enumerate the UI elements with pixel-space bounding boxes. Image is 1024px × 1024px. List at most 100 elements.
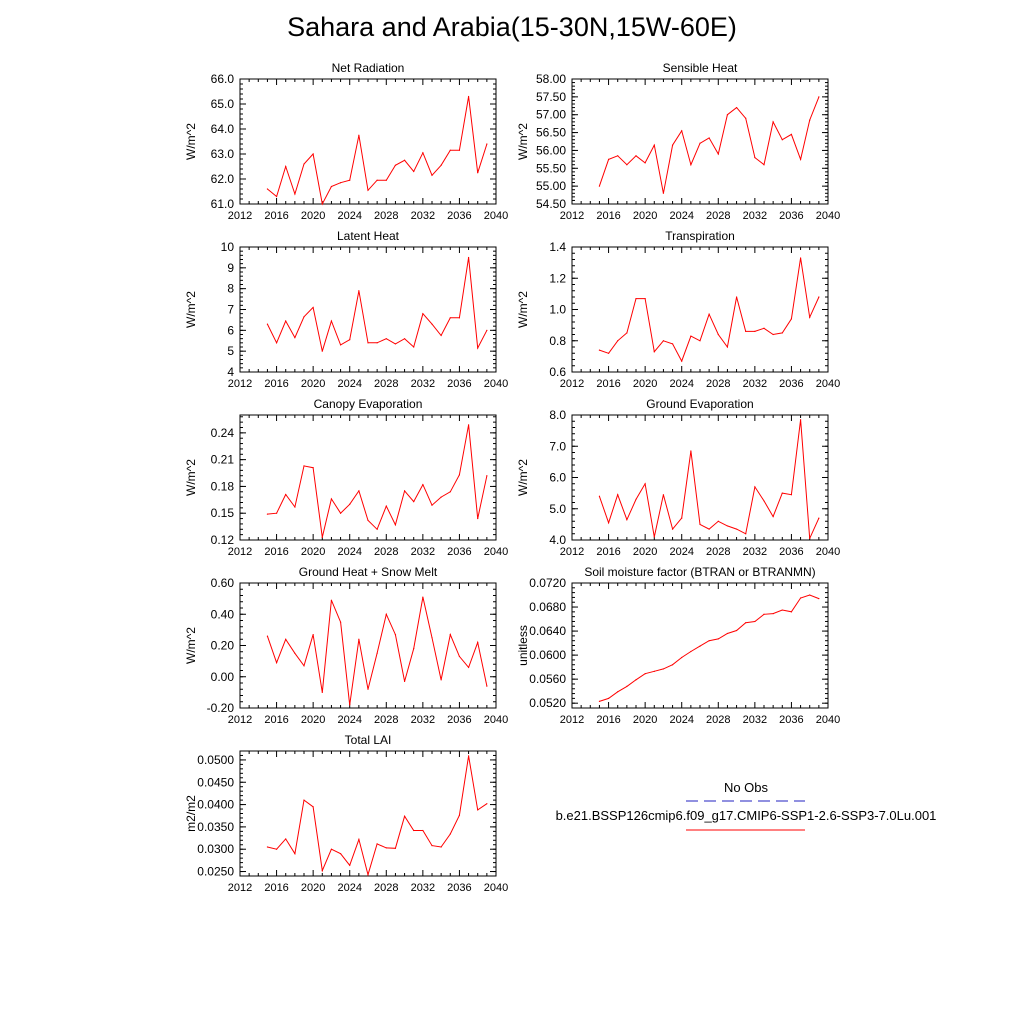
data-point bbox=[635, 498, 637, 500]
data-point bbox=[617, 155, 619, 157]
data-point bbox=[266, 513, 269, 515]
x-tick-label: 2036 bbox=[779, 210, 803, 222]
data-point bbox=[726, 632, 729, 635]
data-point bbox=[431, 637, 433, 639]
y-axis-label: W/m^2 bbox=[184, 291, 198, 328]
x-tick-label: 2032 bbox=[743, 546, 767, 558]
data-point bbox=[653, 670, 655, 672]
data-point bbox=[285, 165, 287, 168]
data-point bbox=[385, 179, 387, 181]
data-point bbox=[653, 144, 655, 146]
data-point bbox=[607, 352, 610, 354]
data-point bbox=[294, 853, 296, 855]
x-tick-label: 2016 bbox=[264, 378, 288, 390]
data-point bbox=[367, 874, 369, 876]
y-axis-label: W/m^2 bbox=[516, 291, 530, 328]
y-tick-label: 1.4 bbox=[549, 240, 566, 254]
data-point bbox=[449, 491, 451, 493]
data-point bbox=[699, 142, 701, 144]
y-tick-label: 0.24 bbox=[211, 426, 235, 440]
data-point bbox=[708, 640, 710, 642]
panel-title: Ground Evaporation bbox=[646, 397, 753, 411]
data-point bbox=[477, 641, 479, 643]
page-title: Sahara and Arabia(15-30N,15W-60E) bbox=[287, 12, 737, 42]
data-point bbox=[367, 519, 369, 521]
data-point bbox=[717, 153, 719, 155]
x-tick-label: 2040 bbox=[484, 546, 508, 558]
data-point bbox=[422, 313, 424, 315]
panel-title: Sensible Heat bbox=[663, 61, 738, 75]
data-point bbox=[772, 515, 774, 518]
x-tick-label: 2028 bbox=[374, 546, 398, 558]
y-tick-label: 0.0720 bbox=[529, 576, 566, 590]
data-point bbox=[321, 203, 323, 205]
y-tick-label: 0.0680 bbox=[529, 600, 566, 614]
x-tick-label: 2024 bbox=[669, 378, 693, 390]
y-tick-label: 4 bbox=[227, 365, 234, 379]
x-tick-label: 2016 bbox=[264, 882, 288, 894]
x-tick-label: 2040 bbox=[816, 378, 840, 390]
data-point bbox=[385, 338, 387, 340]
x-tick-label: 2036 bbox=[779, 714, 803, 726]
y-tick-label: 57.50 bbox=[536, 90, 566, 104]
data-point bbox=[799, 257, 802, 259]
data-point bbox=[486, 143, 488, 145]
panel-title: Total LAI bbox=[345, 733, 392, 747]
data-point bbox=[321, 536, 323, 538]
x-tick-label: 2020 bbox=[301, 546, 325, 558]
data-point bbox=[818, 96, 820, 98]
y-tick-label: 6.0 bbox=[549, 471, 566, 485]
data-point bbox=[458, 814, 461, 816]
data-point bbox=[285, 320, 287, 322]
data-point bbox=[266, 846, 269, 848]
panel-title: Canopy Evaporation bbox=[314, 397, 423, 411]
data-point bbox=[671, 144, 674, 146]
y-tick-label: 4.0 bbox=[549, 533, 566, 547]
data-point bbox=[422, 596, 424, 598]
data-point bbox=[312, 467, 314, 469]
x-tick-label: 2040 bbox=[816, 210, 840, 222]
series-line bbox=[267, 424, 488, 538]
data-point bbox=[413, 501, 415, 503]
plot-frame bbox=[239, 246, 497, 373]
data-point bbox=[598, 185, 601, 187]
data-point bbox=[809, 537, 811, 540]
x-tick-label: 2012 bbox=[560, 546, 584, 558]
data-point bbox=[467, 256, 470, 259]
x-tick-label: 2032 bbox=[743, 714, 767, 726]
data-point bbox=[431, 174, 433, 176]
data-point bbox=[653, 351, 655, 353]
x-tick-label: 2020 bbox=[301, 378, 325, 390]
y-tick-label: 0.0560 bbox=[529, 672, 566, 686]
data-point bbox=[662, 668, 665, 670]
x-tick-label: 2036 bbox=[779, 546, 803, 558]
y-tick-label: 0.0400 bbox=[197, 798, 234, 812]
x-tick-label: 2024 bbox=[337, 882, 361, 894]
data-point bbox=[635, 297, 637, 300]
data-point bbox=[312, 633, 314, 636]
x-tick-label: 2020 bbox=[301, 882, 325, 894]
y-tick-label: 0.0520 bbox=[529, 696, 566, 710]
x-tick-label: 2036 bbox=[447, 714, 471, 726]
y-tick-label: 0.0640 bbox=[529, 624, 566, 638]
data-point bbox=[818, 598, 820, 600]
data-point bbox=[376, 528, 378, 530]
data-point bbox=[790, 611, 793, 613]
data-point bbox=[644, 673, 646, 675]
series-line bbox=[599, 594, 820, 702]
y-axis-label: W/m^2 bbox=[184, 459, 198, 496]
data-point bbox=[690, 164, 692, 166]
data-point bbox=[303, 665, 305, 667]
x-tick-label: 2040 bbox=[484, 882, 508, 894]
data-point bbox=[367, 342, 369, 344]
data-point bbox=[653, 536, 655, 538]
y-axis-label: W/m^2 bbox=[184, 627, 198, 664]
x-tick-label: 2024 bbox=[337, 378, 361, 390]
data-point bbox=[635, 679, 637, 681]
data-point bbox=[413, 829, 415, 832]
data-point bbox=[303, 465, 305, 467]
data-point bbox=[422, 829, 424, 832]
y-axis-label: W/m^2 bbox=[516, 123, 530, 160]
data-point bbox=[681, 517, 683, 519]
data-point bbox=[458, 655, 461, 658]
